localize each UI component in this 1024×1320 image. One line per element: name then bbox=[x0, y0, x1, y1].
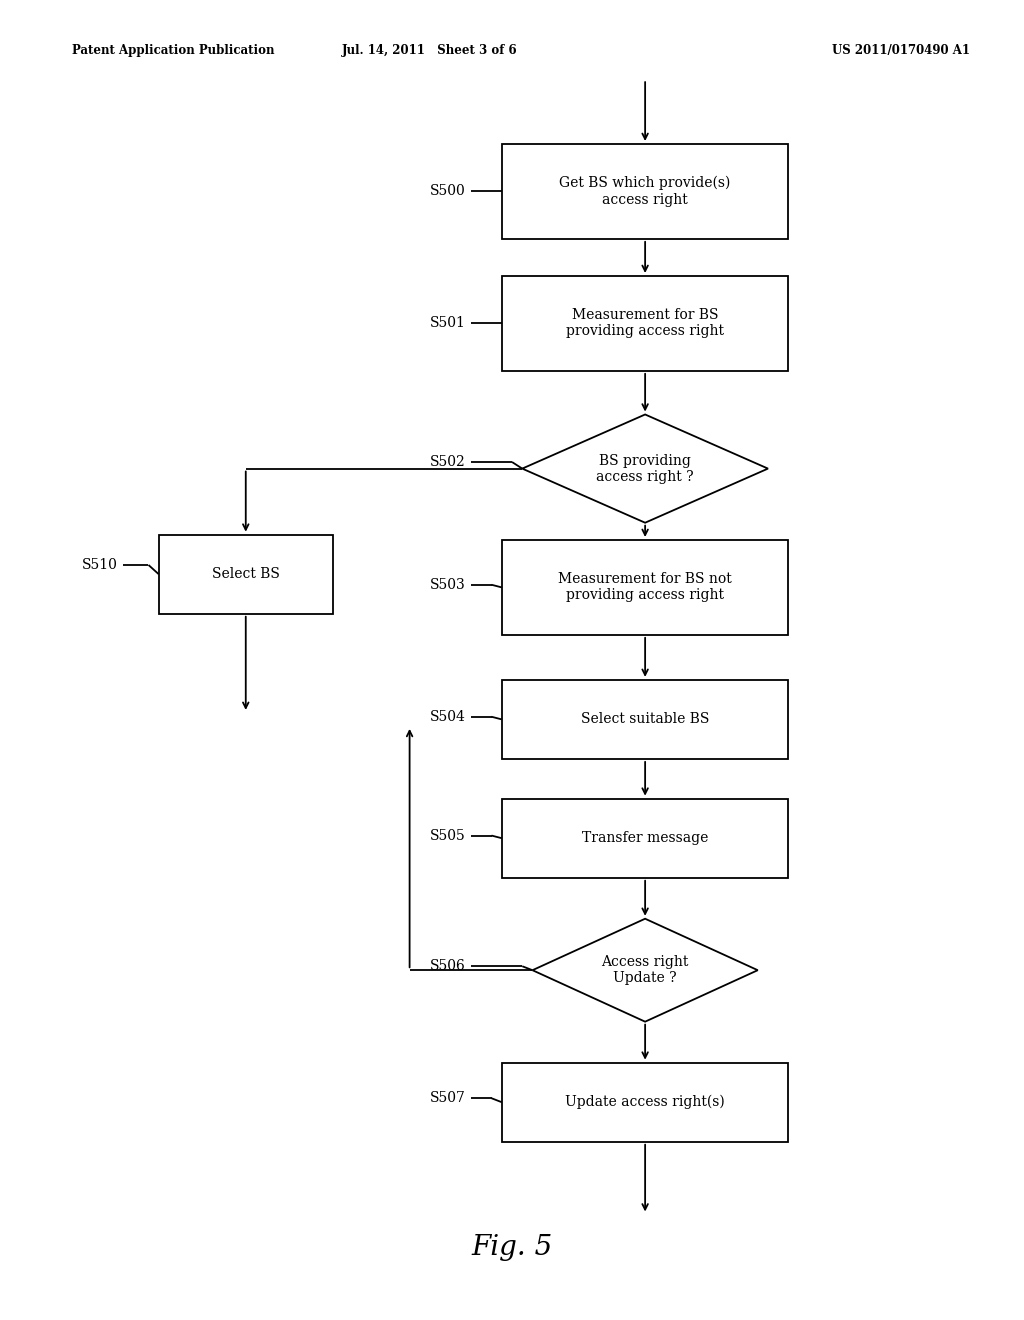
Text: S505: S505 bbox=[430, 829, 466, 842]
Text: Patent Application Publication: Patent Application Publication bbox=[72, 44, 274, 57]
Text: Measurement for BS
providing access right: Measurement for BS providing access righ… bbox=[566, 309, 724, 338]
Bar bbox=[502, 1063, 788, 1142]
Text: US 2011/0170490 A1: US 2011/0170490 A1 bbox=[833, 44, 970, 57]
Bar bbox=[502, 276, 788, 371]
Text: Select suitable BS: Select suitable BS bbox=[581, 713, 710, 726]
Bar bbox=[502, 799, 788, 878]
Text: S506: S506 bbox=[430, 960, 466, 973]
Polygon shape bbox=[532, 919, 758, 1022]
Text: Transfer message: Transfer message bbox=[582, 832, 709, 845]
Text: Select BS: Select BS bbox=[212, 568, 280, 581]
Text: S510: S510 bbox=[82, 558, 118, 572]
Text: S503: S503 bbox=[430, 578, 466, 591]
Text: Jul. 14, 2011   Sheet 3 of 6: Jul. 14, 2011 Sheet 3 of 6 bbox=[342, 44, 518, 57]
Text: S507: S507 bbox=[430, 1092, 466, 1105]
Text: S501: S501 bbox=[430, 317, 466, 330]
Text: Update access right(s): Update access right(s) bbox=[565, 1096, 725, 1109]
Text: Access right
Update ?: Access right Update ? bbox=[601, 956, 689, 985]
Bar bbox=[502, 540, 788, 635]
Bar bbox=[502, 680, 788, 759]
Bar bbox=[159, 535, 333, 614]
Text: Fig. 5: Fig. 5 bbox=[471, 1234, 553, 1261]
Text: Get BS which provide(s)
access right: Get BS which provide(s) access right bbox=[559, 176, 731, 207]
Bar bbox=[502, 144, 788, 239]
Text: S502: S502 bbox=[430, 455, 466, 469]
Text: S500: S500 bbox=[430, 185, 466, 198]
Text: S504: S504 bbox=[430, 710, 466, 723]
Polygon shape bbox=[522, 414, 768, 523]
Text: Measurement for BS not
providing access right: Measurement for BS not providing access … bbox=[558, 573, 732, 602]
Text: BS providing
access right ?: BS providing access right ? bbox=[596, 454, 694, 483]
